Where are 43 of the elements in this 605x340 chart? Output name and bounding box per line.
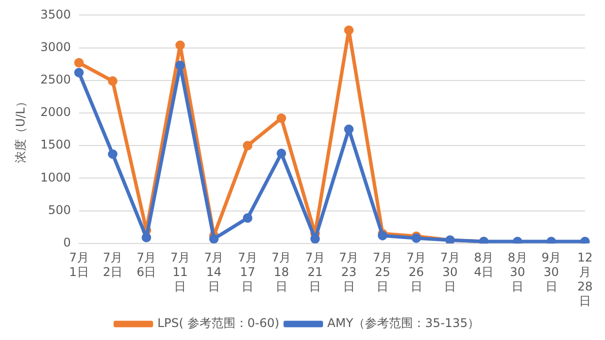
legend-label: AMY（参考范围：35-135） [327, 316, 480, 330]
y-tick-label: 0 [63, 236, 71, 250]
point [108, 76, 118, 86]
point [344, 124, 354, 134]
x-tick-label: 9月30日 [541, 250, 562, 294]
legend-label: LPS( 参考范围：0-60) [157, 316, 280, 330]
y-tick-label: 1000 [40, 170, 71, 184]
x-tick-label: 12月28日 [577, 250, 593, 308]
x-tick-label: 7月25日 [372, 250, 392, 294]
x-tick-label: 7月21日 [305, 250, 325, 294]
point [276, 113, 286, 123]
point [580, 236, 590, 244]
x-tick-label: 7月26日 [406, 250, 426, 294]
x-tick-label: 7月1日 [69, 250, 89, 280]
point [142, 232, 152, 242]
y-axis-title: 浓度（U/L） [13, 96, 28, 164]
point [276, 148, 286, 158]
point [344, 25, 354, 35]
point [175, 60, 185, 70]
x-tick-label: 7月23日 [339, 250, 359, 294]
point [74, 68, 84, 78]
y-tick-label: 3500 [40, 7, 71, 22]
point [74, 58, 84, 68]
point [175, 40, 185, 50]
y-tick-label: 2500 [40, 72, 71, 87]
y-tick-label: 3000 [40, 40, 71, 54]
x-tick-label: 7月6日 [136, 250, 156, 280]
y-tick-label: 500 [48, 202, 71, 217]
x-tick-label: 7月2日 [102, 250, 122, 280]
y-tick-label: 2000 [40, 105, 71, 120]
x-tick-label: 7月17日 [238, 250, 258, 294]
point [209, 234, 219, 244]
point [242, 213, 252, 223]
point [108, 149, 118, 159]
x-tick-label: 7月14日 [204, 250, 224, 294]
x-tick-label: 8月4日 [474, 250, 494, 280]
point [242, 140, 252, 150]
x-tick-label: 7月11日 [170, 250, 190, 294]
x-tick-label: 7月18日 [272, 250, 292, 294]
x-tick-label: 7月30日 [440, 250, 460, 294]
y-tick-label: 1500 [40, 138, 71, 152]
x-tick-label: 8月30日 [508, 250, 528, 294]
point [310, 234, 320, 244]
